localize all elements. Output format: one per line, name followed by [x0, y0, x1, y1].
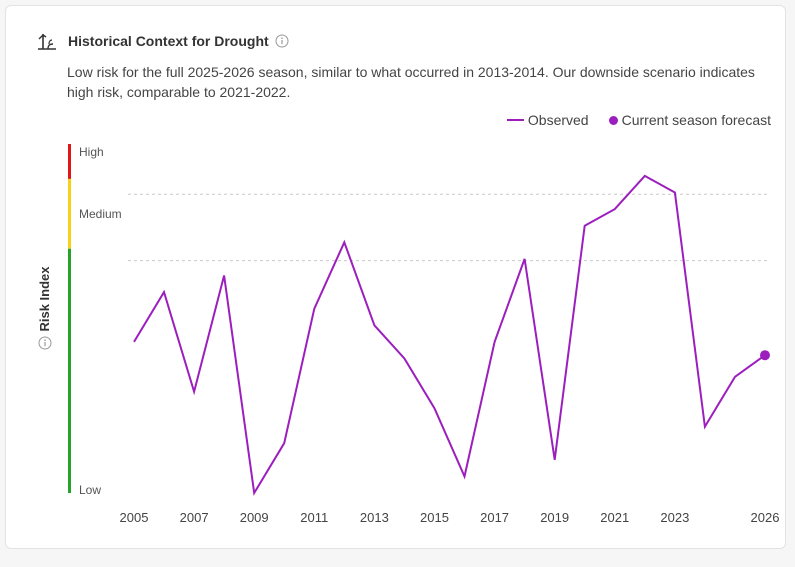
x-tick-label: 2026 [751, 510, 780, 525]
risk-label-high: High [79, 145, 104, 159]
chart-description: Low risk for the full 2025-2026 season, … [67, 64, 755, 100]
chart-legend: Observed Current season forecast [487, 112, 771, 128]
x-tick-label: 2023 [660, 510, 689, 525]
x-tick-label: 2009 [240, 510, 269, 525]
drought-icon [36, 30, 58, 52]
x-tick-label: 2005 [120, 510, 149, 525]
x-tick-label: 2015 [420, 510, 449, 525]
x-tick-label: 2017 [480, 510, 509, 525]
x-tick-label: 2011 [300, 510, 328, 525]
risk-label-medium: Medium [79, 207, 122, 221]
risk-bar-medium [68, 178, 71, 249]
card-header: Historical Context for Drought [36, 30, 289, 52]
legend-label-forecast: Current season forecast [621, 112, 771, 128]
observed-series-line [133, 174, 766, 496]
legend-item-observed: Observed [506, 112, 589, 128]
chart-title: Historical Context for Drought [68, 33, 269, 49]
x-tick-label: 2007 [180, 510, 209, 525]
risk-bar-low [68, 248, 71, 493]
x-tick-label: 2021 [600, 510, 629, 525]
risk-label-low: Low [79, 483, 101, 497]
legend-dot-swatch [608, 115, 618, 125]
x-tick-label: 2013 [360, 510, 389, 525]
info-icon-stem [44, 342, 46, 347]
chart-card: Historical Context for Drought Low risk … [5, 5, 786, 549]
legend-item-forecast: Current season forecast [608, 112, 771, 128]
y-axis-info-icon[interactable] [38, 336, 52, 350]
risk-bar-high [68, 144, 71, 179]
legend-label-observed: Observed [527, 112, 589, 128]
legend-line-swatch [506, 119, 524, 121]
x-tick-label: 2019 [540, 510, 569, 525]
info-icon-dot [44, 339, 46, 341]
info-icon-circle [38, 336, 52, 350]
forecast-point [760, 350, 770, 361]
y-axis-label: Risk Index [37, 266, 52, 332]
info-icon[interactable] [275, 34, 289, 48]
